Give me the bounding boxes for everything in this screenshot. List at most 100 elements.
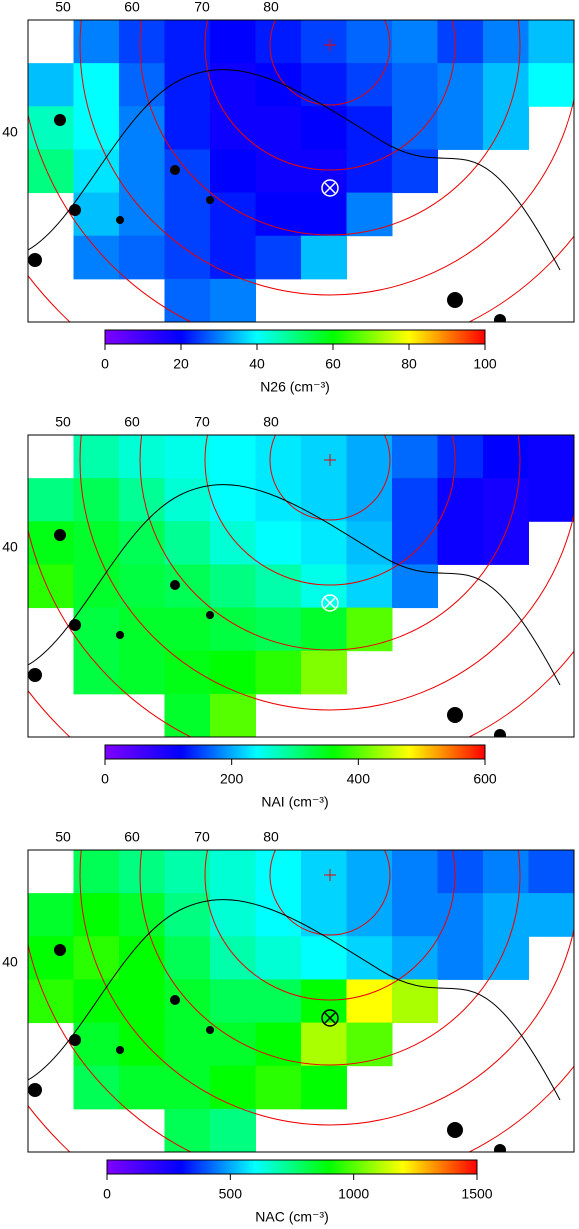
grid-cell <box>164 521 211 565</box>
grid-cell <box>483 893 529 937</box>
grid-cell <box>73 850 120 894</box>
grid-cell <box>210 192 256 237</box>
grid-cell <box>210 149 256 194</box>
grid-cell <box>164 936 211 980</box>
station <box>28 253 42 267</box>
colorbar-label: N26 (cm⁻³) <box>260 379 330 395</box>
grid-cell <box>255 235 302 280</box>
grid-cell <box>301 936 347 980</box>
range-ring <box>269 435 391 521</box>
grid-cell <box>392 979 438 1024</box>
grid-cell <box>392 106 438 150</box>
pole-marker <box>324 869 336 881</box>
coastline <box>28 484 561 686</box>
grid-cell <box>73 521 120 565</box>
site-marker <box>321 594 339 612</box>
grid-cell <box>255 435 302 479</box>
site-marker <box>321 1009 339 1027</box>
station <box>69 619 81 631</box>
grid-cell <box>301 106 347 150</box>
grid-cell <box>73 1022 120 1067</box>
grid-cell <box>28 63 74 107</box>
grid-cell <box>73 106 120 150</box>
grid-cell <box>73 192 120 237</box>
grid-cell <box>301 650 347 695</box>
grid-cell <box>483 521 529 565</box>
grid-cell <box>73 650 120 695</box>
grid-cell <box>437 850 484 894</box>
lon-label: 60 <box>124 0 140 15</box>
grid-cell <box>28 521 74 565</box>
grid-cell <box>28 564 74 609</box>
colorbar-tick-label: 0 <box>101 356 109 372</box>
pole-marker <box>324 39 336 51</box>
grid-cell <box>437 435 484 479</box>
range-ring <box>204 850 456 1001</box>
grid-cell <box>483 478 529 522</box>
range-ring <box>139 850 521 1066</box>
grid-cell <box>301 149 347 194</box>
grid-cell <box>164 20 211 64</box>
map-panel <box>28 850 574 1152</box>
station <box>116 631 124 639</box>
grid-cell <box>528 850 574 894</box>
map-frame <box>27 19 575 323</box>
station <box>494 1144 506 1152</box>
grid-cell <box>346 435 393 479</box>
grid-cell <box>164 650 211 695</box>
grid-cell <box>73 1065 120 1110</box>
grid-cell <box>210 235 256 280</box>
colorbar-tick-label: 20 <box>173 356 189 372</box>
grid-cell <box>73 893 120 937</box>
colorbar-tick-label: 80 <box>401 356 417 372</box>
grid-cell <box>301 850 347 894</box>
grid-cell <box>119 521 165 565</box>
range-ring <box>139 435 521 651</box>
grid-cell <box>301 979 347 1024</box>
grid-cell <box>392 435 438 479</box>
grid-cell <box>346 564 393 609</box>
grid-cell <box>255 106 302 150</box>
grid-cell <box>483 106 529 150</box>
grid-cell <box>528 893 574 937</box>
grid-cell <box>164 435 211 479</box>
colorbar <box>106 1159 478 1175</box>
grid-cell <box>301 893 347 937</box>
grid-cell <box>119 1022 165 1067</box>
grid-cell <box>164 607 211 652</box>
range-ring <box>269 850 391 936</box>
grid-cell <box>73 235 120 280</box>
lat-label: 40 <box>2 954 18 970</box>
colorbar <box>104 329 486 345</box>
colorbar-tick-label: 400 <box>347 771 371 787</box>
grid-cell <box>301 607 347 652</box>
pole-marker <box>324 454 336 466</box>
lon-label: 70 <box>194 829 210 845</box>
grid-cell <box>255 607 302 652</box>
grid-cell <box>255 564 302 609</box>
grid-cell <box>437 936 484 980</box>
lon-label: 80 <box>263 829 279 845</box>
station <box>116 216 124 224</box>
grid-cell <box>119 936 165 980</box>
lon-label: 70 <box>194 0 210 15</box>
coastline <box>28 69 561 271</box>
grid-cell <box>164 850 211 894</box>
colorbar-tick-label: 0 <box>103 1186 111 1202</box>
grid-cell <box>255 936 302 980</box>
grid-cell <box>210 106 256 150</box>
grid-cell <box>437 20 484 64</box>
grid-cell <box>210 693 256 737</box>
grid-cell <box>28 149 74 194</box>
range-ring <box>79 20 574 296</box>
station <box>206 1026 214 1034</box>
grid-cell <box>528 435 574 479</box>
grid-cell <box>301 564 347 609</box>
lon-label: 50 <box>55 0 71 15</box>
grid-cell <box>119 106 165 150</box>
station <box>170 580 180 590</box>
grid-cell <box>346 607 393 652</box>
grid-cell <box>119 235 165 280</box>
grid-cell <box>437 521 484 565</box>
